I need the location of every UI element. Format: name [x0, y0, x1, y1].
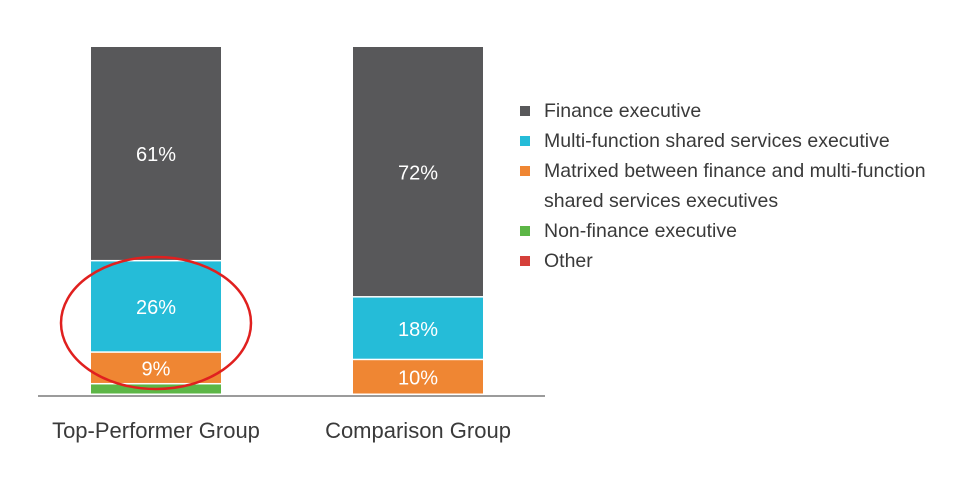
data-label: 61%: [136, 144, 176, 166]
data-label: 18%: [398, 319, 438, 341]
legend-item: Matrixed between finance and multi-funct…: [520, 156, 970, 216]
data-label: 72%: [398, 162, 438, 184]
legend-swatch: [520, 256, 530, 266]
legend-label: Multi-function shared services executive: [544, 130, 890, 152]
data-label: 9%: [142, 359, 171, 381]
bar-segment: [91, 261, 221, 352]
data-label: 26%: [136, 297, 176, 319]
bar-segment: [91, 47, 221, 260]
legend-item: Multi-function shared services executive: [520, 126, 970, 156]
highlight-ellipse: [59, 255, 253, 391]
legend-swatch: [520, 166, 530, 176]
legend: Finance executive Multi-function shared s…: [520, 96, 970, 276]
legend-item: Finance executive: [520, 96, 970, 126]
bar-segment: [353, 297, 483, 359]
category-label: Comparison Group: [325, 418, 511, 443]
bar-segment: [91, 352, 221, 383]
legend-swatch: [520, 226, 530, 236]
legend-label: Non-finance executive: [544, 220, 737, 242]
legend-label: Matrixed between finance and multi-funct…: [544, 160, 926, 212]
bar-segment: [353, 47, 483, 297]
category-label: Top-Performer Group: [52, 418, 260, 443]
legend-label: Finance executive: [544, 100, 702, 122]
data-label: 10%: [398, 368, 438, 390]
bar-segment: [353, 360, 483, 394]
legend-item: Non-finance executive: [520, 216, 970, 246]
legend-label: Other: [544, 250, 593, 272]
legend-item: Other: [520, 246, 970, 276]
legend-swatch: [520, 106, 530, 116]
legend-swatch: [520, 136, 530, 146]
